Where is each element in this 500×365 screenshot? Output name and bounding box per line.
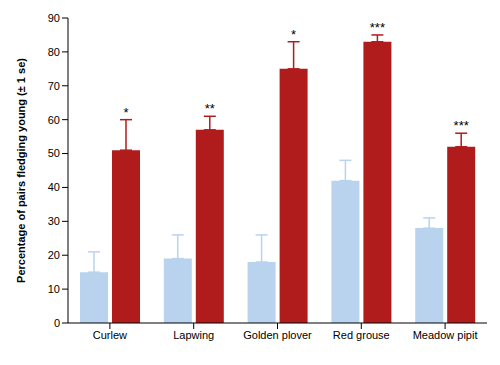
svg-text:Meadow pipit: Meadow pipit bbox=[413, 329, 478, 341]
svg-text:70: 70 bbox=[48, 80, 60, 92]
svg-text:*: * bbox=[291, 27, 296, 42]
svg-text:10: 10 bbox=[48, 283, 60, 295]
svg-text:60: 60 bbox=[48, 114, 60, 126]
svg-text:*: * bbox=[123, 105, 128, 120]
svg-text:**: ** bbox=[205, 101, 215, 116]
svg-text:40: 40 bbox=[48, 181, 60, 193]
svg-text:Red grouse: Red grouse bbox=[333, 329, 390, 341]
svg-text:***: *** bbox=[454, 118, 469, 133]
svg-text:Curlew: Curlew bbox=[93, 329, 127, 341]
svg-text:Lapwing: Lapwing bbox=[173, 329, 214, 341]
svg-text:***: *** bbox=[370, 20, 385, 35]
svg-text:0: 0 bbox=[54, 317, 60, 329]
svg-text:20: 20 bbox=[48, 249, 60, 261]
svg-text:30: 30 bbox=[48, 215, 60, 227]
svg-text:50: 50 bbox=[48, 147, 60, 159]
svg-text:90: 90 bbox=[48, 12, 60, 24]
svg-text:Golden plover: Golden plover bbox=[243, 329, 312, 341]
svg-text:Percentage of pairs fledging y: Percentage of pairs fledging young (± 1 … bbox=[15, 58, 27, 283]
svg-text:80: 80 bbox=[48, 46, 60, 58]
